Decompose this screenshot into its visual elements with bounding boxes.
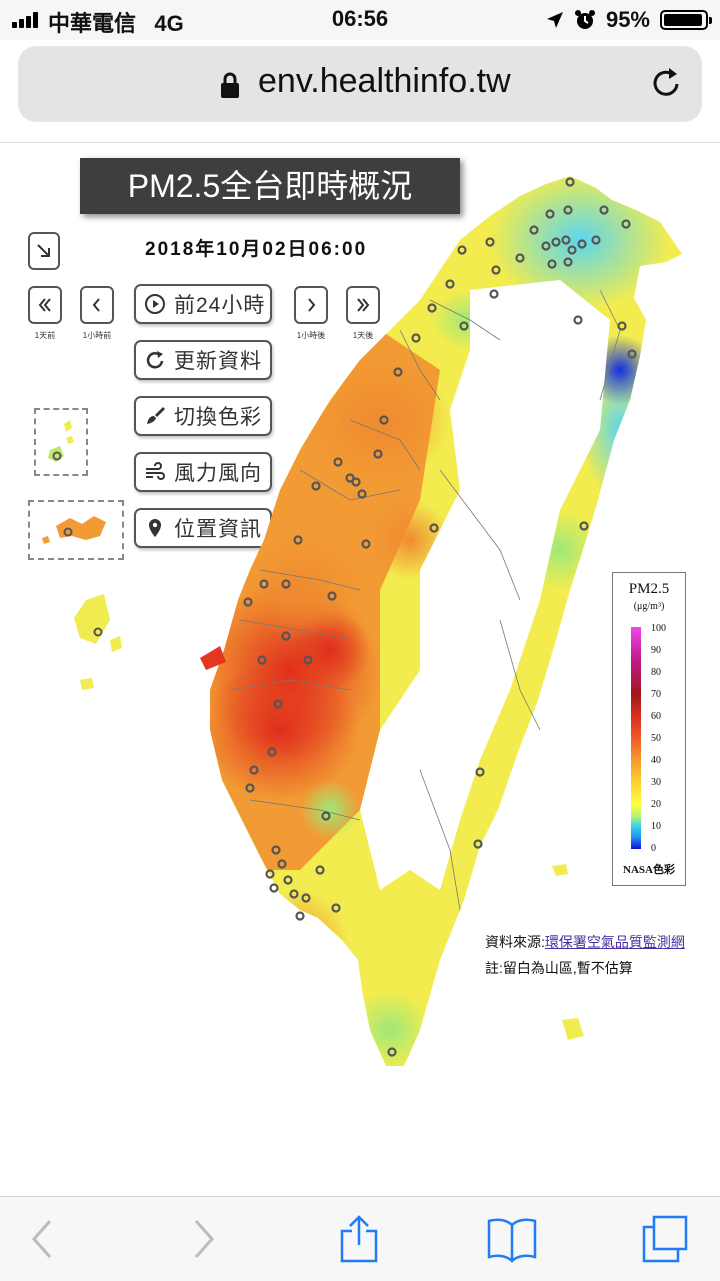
url-text[interactable]: env.healthinfo.tw — [258, 62, 511, 100]
source-prefix: 資料來源: — [485, 934, 545, 950]
address-bar[interactable]: env.healthinfo.tw — [18, 46, 702, 122]
data-source: 資料來源:環保署空氣品質監測網 — [485, 932, 685, 952]
legend-tick: 70 — [651, 689, 661, 700]
reload-icon[interactable] — [650, 66, 684, 100]
location-arrow-icon — [546, 12, 563, 28]
hour-forward-label: 1小時後 — [296, 331, 326, 340]
wind-icon — [146, 462, 165, 480]
day-forward-label: 1天後 — [352, 331, 374, 340]
carrier-label: 中華電信 4G — [48, 11, 184, 36]
taiwan-pm25-map[interactable] — [0, 170, 720, 1070]
forward-icon[interactable] — [188, 1215, 218, 1263]
legend-tick: 50 — [651, 733, 661, 744]
hour-back-label: 1小時前 — [82, 331, 112, 340]
refresh-icon — [146, 351, 164, 369]
lock-icon — [221, 72, 239, 98]
green-island — [552, 864, 568, 876]
prev-24h-button[interactable]: 前24小時 — [134, 284, 272, 324]
legend-color-bar — [631, 627, 641, 849]
kinmen-inset[interactable] — [28, 500, 124, 560]
legend-tick: 60 — [651, 711, 661, 722]
legend-scheme: NASA色彩 — [623, 864, 675, 876]
back-icon[interactable] — [28, 1215, 58, 1263]
status-bar: 中華電信 4G 06:56 95% — [0, 0, 720, 40]
signal-icon — [12, 12, 42, 28]
play-circle-icon — [145, 294, 165, 314]
legend-tick: 30 — [651, 777, 661, 788]
day-back-label: 1天前 — [34, 331, 56, 340]
hour-back-button[interactable] — [80, 286, 114, 324]
chevron-right-icon — [308, 298, 316, 312]
refresh-button[interactable]: 更新資料 — [134, 340, 272, 380]
pm25-legend: PM2.5 (μg/m³) 100 90 80 70 60 50 40 30 2… — [612, 572, 686, 886]
network-label: 4G — [154, 11, 184, 36]
legend-tick: 80 — [651, 667, 661, 678]
paint-brush-icon — [147, 407, 165, 424]
divider — [0, 142, 720, 143]
legend-tick: 100 — [651, 623, 666, 634]
legend-tick: 20 — [651, 799, 661, 810]
mountain-note: 註:留白為山區,暫不估算 — [485, 960, 633, 976]
chevron-left-icon — [92, 298, 100, 312]
orchid-island — [562, 1018, 584, 1040]
page-title: PM2.5全台即時概況 — [80, 158, 460, 214]
legend-title: PM2.5 — [628, 581, 670, 597]
legend-tick: 10 — [651, 821, 661, 832]
legend-tick: 0 — [651, 843, 656, 854]
legend-unit: (μg/m³) — [633, 601, 665, 612]
bookmarks-icon[interactable] — [486, 1215, 538, 1263]
day-forward-button[interactable] — [346, 286, 380, 324]
penghu-islands — [74, 594, 122, 690]
matsu-islands-map — [48, 420, 74, 462]
battery-percent: 95% — [605, 7, 650, 32]
share-icon[interactable] — [338, 1215, 380, 1263]
map-pin-icon — [149, 519, 161, 537]
arrow-down-right-icon — [37, 244, 50, 257]
browser-toolbar — [0, 1196, 720, 1281]
day-back-button[interactable] — [28, 286, 62, 324]
wind-button[interactable]: 風力風向 — [134, 452, 272, 492]
monitoring-stations — [243, 177, 637, 1057]
battery-icon — [660, 10, 712, 30]
switch-color-label: 切換色彩 — [174, 406, 262, 429]
double-chevron-right-icon — [357, 298, 370, 312]
data-datetime: 2018年10月02日06:00 — [145, 239, 368, 260]
location-label: 位置資訊 — [174, 518, 262, 541]
collapse-button[interactable] — [28, 232, 60, 270]
county-borders — [229, 289, 621, 911]
tabs-icon[interactable] — [640, 1215, 690, 1263]
clock: 06:56 — [331, 6, 389, 31]
source-link[interactable]: 環保署空氣品質監測網 — [544, 934, 685, 950]
matsu-inset[interactable] — [34, 408, 88, 476]
hour-forward-button[interactable] — [294, 286, 328, 324]
legend-tick: 90 — [651, 645, 661, 656]
refresh-label: 更新資料 — [174, 350, 262, 373]
prev-24h-label: 前24小時 — [174, 294, 266, 317]
switch-color-button[interactable]: 切換色彩 — [134, 396, 272, 436]
double-chevron-left-icon — [38, 298, 51, 312]
legend-tick: 40 — [651, 755, 661, 766]
alarm-icon — [574, 10, 595, 29]
wind-label: 風力風向 — [174, 462, 262, 485]
kinmen-islands-map — [42, 516, 106, 544]
